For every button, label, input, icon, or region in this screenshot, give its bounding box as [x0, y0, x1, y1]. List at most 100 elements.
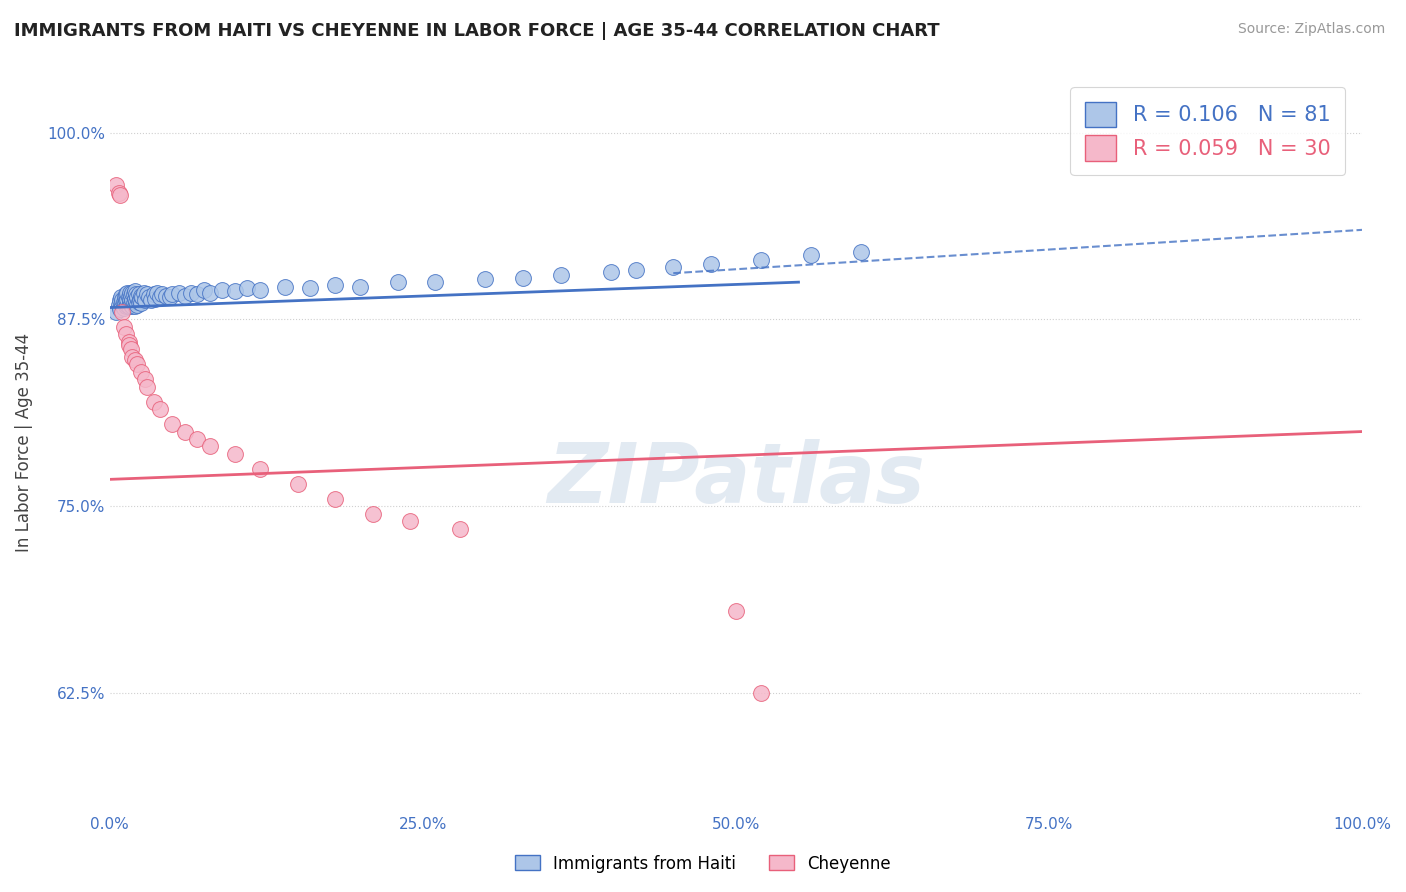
Point	[120, 343, 142, 357]
Point	[125, 287, 148, 301]
Point	[115, 327, 138, 342]
Point	[150, 287, 173, 301]
Point	[111, 297, 134, 311]
Y-axis label: In Labor Force | Age 35-44: In Labor Force | Age 35-44	[15, 334, 32, 552]
Point	[249, 283, 271, 297]
Point	[114, 296, 136, 310]
Point	[387, 275, 409, 289]
Point	[849, 245, 872, 260]
Point	[118, 285, 141, 300]
Point	[124, 292, 146, 306]
Point	[117, 290, 139, 304]
Point	[127, 290, 149, 304]
Point	[193, 283, 215, 297]
Text: Source: ZipAtlas.com: Source: ZipAtlas.com	[1237, 22, 1385, 37]
Point	[224, 447, 246, 461]
Point	[449, 522, 471, 536]
Point	[117, 334, 139, 349]
Point	[117, 338, 139, 352]
Point	[129, 365, 152, 379]
Point	[108, 188, 131, 202]
Point	[287, 476, 309, 491]
Point	[425, 275, 447, 289]
Point	[512, 270, 534, 285]
Point	[118, 292, 141, 306]
Point	[117, 285, 139, 300]
Point	[624, 263, 647, 277]
Point	[249, 462, 271, 476]
Point	[125, 294, 148, 309]
Point	[114, 290, 136, 304]
Point	[173, 288, 195, 302]
Point	[136, 287, 159, 301]
Point	[105, 178, 128, 192]
Point	[132, 285, 155, 300]
Point	[474, 272, 496, 286]
Point	[186, 287, 208, 301]
Point	[118, 296, 141, 310]
Point	[274, 279, 297, 293]
Point	[128, 294, 150, 309]
Point	[117, 299, 139, 313]
Point	[124, 352, 146, 367]
Point	[115, 299, 138, 313]
Point	[323, 278, 346, 293]
Point	[108, 301, 131, 316]
Point	[142, 394, 165, 409]
Point	[143, 292, 166, 306]
Point	[122, 296, 145, 310]
Point	[115, 287, 138, 301]
Point	[127, 297, 149, 311]
Point	[121, 299, 143, 313]
Point	[121, 293, 143, 307]
Point	[115, 293, 138, 307]
Point	[107, 297, 129, 311]
Point	[142, 287, 165, 301]
Point	[129, 296, 152, 310]
Point	[107, 186, 129, 200]
Point	[112, 294, 135, 309]
Point	[105, 305, 128, 319]
Point	[111, 305, 134, 319]
Point	[198, 440, 221, 454]
Point	[155, 288, 177, 302]
Legend: R = 0.106   N = 81, R = 0.059   N = 30: R = 0.106 N = 81, R = 0.059 N = 30	[1070, 87, 1346, 176]
Point	[139, 293, 162, 307]
Point	[128, 287, 150, 301]
Point	[112, 320, 135, 334]
Point	[399, 514, 422, 528]
Point	[129, 288, 152, 302]
Point	[110, 290, 132, 304]
Point	[700, 257, 723, 271]
Point	[108, 293, 131, 307]
Point	[138, 290, 160, 304]
Point	[550, 268, 572, 282]
Point	[149, 402, 172, 417]
Point	[111, 293, 134, 307]
Point	[662, 260, 685, 275]
Point	[162, 417, 184, 431]
Point	[749, 252, 772, 267]
Point	[149, 290, 172, 304]
Point	[236, 281, 259, 295]
Point	[117, 292, 139, 306]
Point	[800, 248, 823, 262]
Point	[198, 285, 221, 300]
Point	[167, 285, 190, 300]
Point	[127, 357, 149, 371]
Point	[724, 604, 747, 618]
Point	[173, 425, 195, 439]
Point	[117, 297, 139, 311]
Point	[121, 350, 143, 364]
Point	[180, 285, 202, 300]
Point	[599, 265, 621, 279]
Point	[211, 283, 233, 297]
Point	[349, 279, 371, 293]
Point	[162, 287, 184, 301]
Legend: Immigrants from Haiti, Cheyenne: Immigrants from Haiti, Cheyenne	[508, 848, 898, 880]
Point	[122, 287, 145, 301]
Point	[112, 301, 135, 315]
Point	[134, 372, 156, 386]
Point	[186, 432, 208, 446]
Point	[146, 285, 169, 300]
